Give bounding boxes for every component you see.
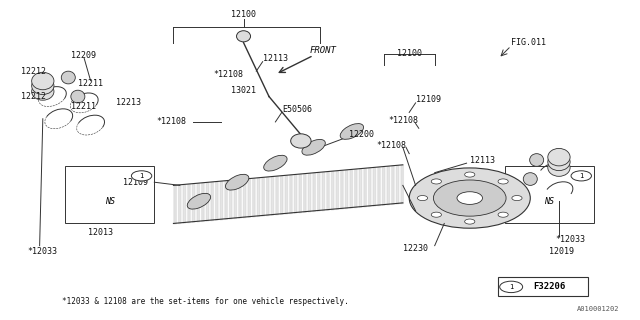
- Text: 12013: 12013: [88, 228, 113, 237]
- Circle shape: [498, 212, 508, 217]
- Text: 12019: 12019: [549, 247, 575, 257]
- Circle shape: [431, 179, 442, 184]
- Circle shape: [409, 168, 531, 228]
- Ellipse shape: [548, 159, 570, 176]
- Text: 12211: 12211: [78, 79, 103, 88]
- Ellipse shape: [71, 90, 85, 103]
- Text: *12108: *12108: [156, 117, 186, 126]
- Ellipse shape: [340, 124, 364, 139]
- Circle shape: [500, 281, 523, 292]
- Text: 12100: 12100: [397, 49, 422, 58]
- Text: 1: 1: [579, 173, 584, 179]
- Text: E50506: E50506: [282, 105, 312, 114]
- Text: 12212: 12212: [20, 92, 45, 101]
- Circle shape: [465, 219, 475, 224]
- Text: *12108: *12108: [388, 116, 419, 125]
- Ellipse shape: [548, 148, 570, 166]
- Text: F32206: F32206: [533, 282, 566, 292]
- Text: 12209: 12209: [72, 51, 97, 60]
- Circle shape: [571, 171, 591, 181]
- Text: 1: 1: [140, 173, 144, 179]
- Text: 12200: 12200: [349, 130, 374, 139]
- Text: A010001202: A010001202: [577, 306, 620, 312]
- Ellipse shape: [31, 72, 54, 90]
- Ellipse shape: [524, 173, 538, 185]
- Text: 12100: 12100: [231, 10, 256, 19]
- Ellipse shape: [530, 154, 543, 166]
- Ellipse shape: [225, 174, 249, 190]
- Text: *12108: *12108: [214, 70, 244, 79]
- Circle shape: [498, 179, 508, 184]
- Text: 12113: 12113: [470, 156, 495, 164]
- Ellipse shape: [31, 83, 54, 100]
- Circle shape: [131, 171, 152, 181]
- Circle shape: [431, 212, 442, 217]
- Circle shape: [465, 172, 475, 177]
- Text: 12109: 12109: [123, 178, 148, 187]
- Text: *12033: *12033: [27, 247, 57, 257]
- Circle shape: [457, 192, 483, 204]
- Circle shape: [417, 196, 428, 201]
- Ellipse shape: [237, 31, 250, 42]
- Text: 12211: 12211: [72, 101, 97, 111]
- Ellipse shape: [264, 155, 287, 171]
- Text: 12213: 12213: [116, 99, 141, 108]
- Text: FIG.011: FIG.011: [511, 38, 546, 47]
- Text: *12033: *12033: [556, 235, 586, 244]
- Text: 12109: 12109: [415, 95, 440, 104]
- Text: 13021: 13021: [231, 86, 256, 95]
- Circle shape: [433, 180, 506, 216]
- Ellipse shape: [188, 193, 211, 209]
- Text: NS: NS: [105, 197, 115, 206]
- Ellipse shape: [31, 77, 54, 94]
- Text: NS: NS: [545, 197, 554, 206]
- Ellipse shape: [61, 71, 76, 84]
- Ellipse shape: [291, 134, 311, 148]
- Text: 12212: 12212: [20, 67, 45, 76]
- Text: 12113: 12113: [262, 54, 287, 63]
- Ellipse shape: [548, 153, 570, 171]
- Text: 12230: 12230: [403, 244, 428, 253]
- Text: *12108: *12108: [376, 141, 406, 150]
- Text: *12033 & 12108 are the set-items for one vehicle respectively.: *12033 & 12108 are the set-items for one…: [62, 297, 349, 306]
- FancyBboxPatch shape: [499, 277, 588, 296]
- Text: FRONT: FRONT: [310, 46, 337, 55]
- Ellipse shape: [302, 140, 325, 155]
- Circle shape: [512, 196, 522, 201]
- Text: 1: 1: [509, 284, 513, 290]
